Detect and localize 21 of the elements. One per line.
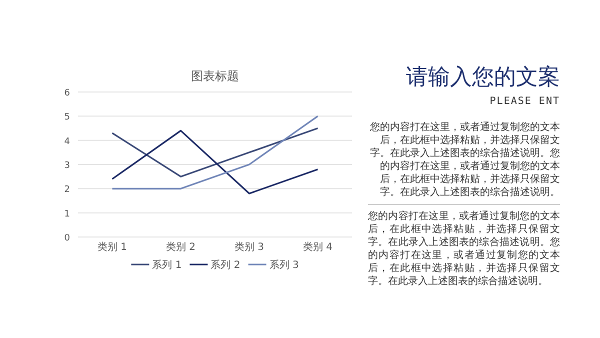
legend-label: 系列 2 — [210, 259, 240, 271]
y-tick-label: 1 — [64, 209, 70, 220]
y-tick-label: 6 — [64, 88, 70, 98]
x-tick-label: 类别 3 — [234, 241, 264, 253]
x-tick-label: 类别 4 — [302, 241, 333, 253]
line-series — [111, 130, 319, 194]
y-tick-label: 2 — [64, 185, 70, 196]
y-tick-label: 0 — [64, 234, 70, 244]
y-tick-label: 3 — [64, 161, 70, 171]
text: 您的内容打在这里，或者通过复制您的文本后，在此框中选择粘贴，并选择只保留文字。在此录入上述图表的综合描述说明。您的内容打在这里，或者通过复制您的文本后，在此框中选择粘贴，并选择只保留文字。在此录入上述图表的综合描述说明。 — [368, 210, 560, 288]
x-tick-label: 类别 1 — [97, 241, 128, 253]
legend-label: 系列 3 — [269, 259, 299, 271]
line-series — [111, 127, 319, 178]
x-tick-label: 类别 2 — [166, 241, 196, 253]
text: 请输入您的文案 — [405, 64, 560, 92]
text: PLEASE ENT — [488, 96, 560, 107]
legend-label: 系列 1 — [152, 259, 182, 271]
y-tick-label: 5 — [64, 112, 70, 123]
chart-title: 图表标题 — [191, 69, 239, 83]
y-tick-label: 4 — [64, 136, 70, 147]
text: 您的内容打在这里，或者通过复制您的文本后，在此框中选择粘贴，并选择只保留文字。在此录入上述图表的综合描述说明。您的内容打在这里，或者通过复制您的文本后，在此框中选择粘贴，并选择只保留文字。在此录入上述图表的综合描述说明。 — [368, 121, 560, 205]
